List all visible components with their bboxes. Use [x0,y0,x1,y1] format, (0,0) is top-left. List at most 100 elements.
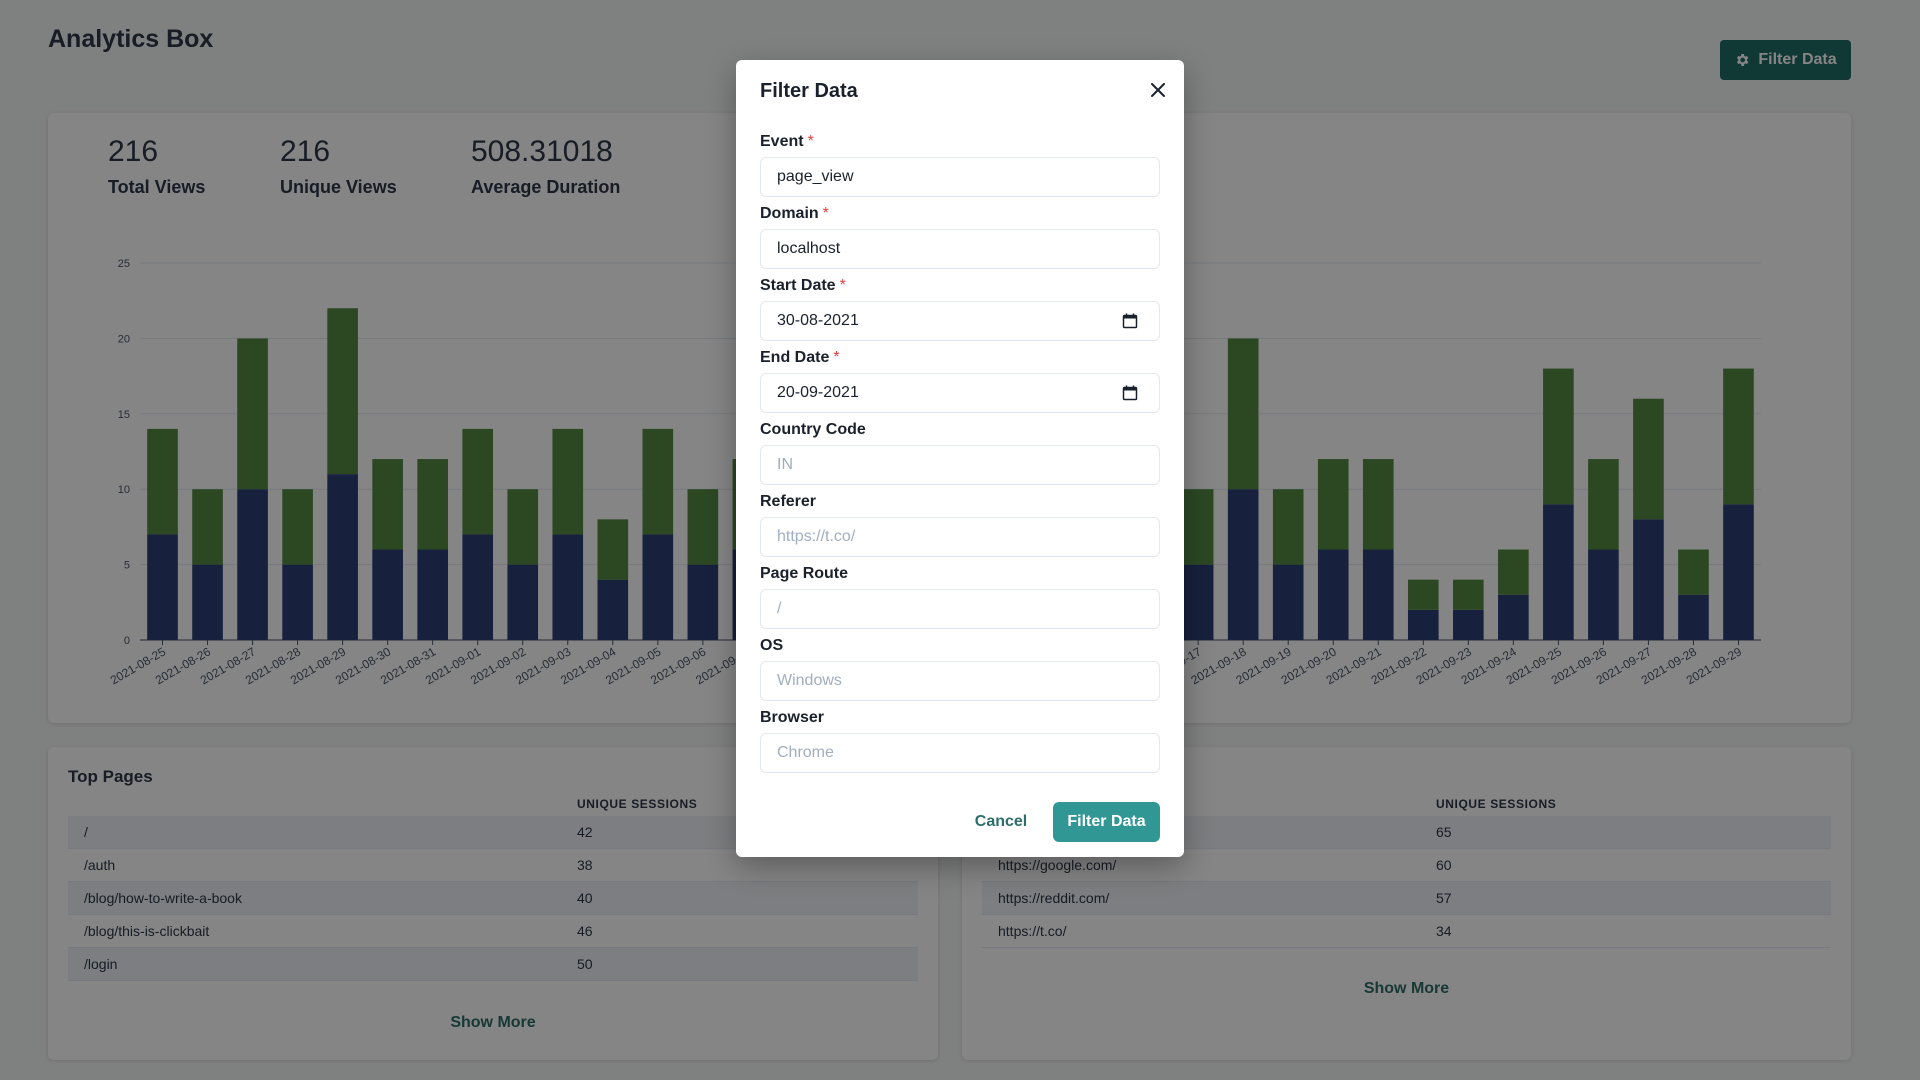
start-date-input[interactable] [760,301,1160,341]
bar-segment-series-1[interactable] [1407,579,1439,610]
bar-segment-series-1[interactable] [417,459,448,550]
bar-segment-series-1[interactable] [1453,579,1484,610]
page-route-input[interactable] [760,589,1160,629]
bar-segment-series-1[interactable] [1633,398,1664,520]
unique-sessions-value: 40 [577,890,593,906]
table-row[interactable]: /auth 38 [68,849,918,882]
bar-segment-series-0[interactable] [597,579,629,640]
table-row[interactable]: /blog/how-to-write-a-book 40 [68,882,918,915]
bar-segment-series-0[interactable] [1543,504,1574,640]
bar-segment-series-1[interactable] [642,428,674,535]
field-label-text: Domain [760,205,819,222]
unique-sessions-header: UNIQUE SESSIONS [1436,797,1557,811]
bar-segment-series-0[interactable] [1182,564,1214,640]
bar-segment-series-0[interactable] [462,534,494,640]
bar-segment-series-1[interactable] [192,489,223,565]
bar-segment-series-0[interactable] [1588,549,1619,640]
domain-input[interactable] [760,229,1160,269]
unique-sessions-value: 34 [1436,923,1452,939]
bar-segment-series-1[interactable] [1317,459,1349,550]
calendar-icon[interactable] [1122,385,1138,401]
bar-segment-series-0[interactable] [372,549,403,640]
top-referers-show-more[interactable]: Show More [1363,980,1450,997]
os-input[interactable] [760,661,1160,701]
bar-segment-series-0[interactable] [1678,594,1709,640]
bar-segment-series-0[interactable] [1362,549,1394,640]
app-title: Analytics Box [48,25,214,53]
event-input[interactable] [760,157,1160,197]
stat-label: Unique Views [280,177,397,197]
unique-sessions-value: 42 [577,824,593,840]
bar-segment-series-1[interactable] [282,489,313,565]
bar-segment-series-0[interactable] [1227,489,1259,640]
gear-icon [1737,54,1749,66]
bar-segment-series-1[interactable] [1362,459,1394,550]
browser-input[interactable] [760,733,1160,773]
bar-segment-series-1[interactable] [372,459,403,550]
close-button[interactable] [1142,74,1174,106]
bar-segment-series-0[interactable] [1453,609,1484,640]
bar-segment-series-1[interactable] [1227,338,1259,490]
y-tick-label: 25 [118,258,130,270]
table-row[interactable]: https://reddit.com/57 [982,882,1831,915]
top-pages-title: Top Pages [68,767,153,786]
bar-segment-series-1[interactable] [687,489,719,565]
bar-segment-series-1[interactable] [552,428,584,535]
bar-segment-series-1[interactable] [1272,489,1304,565]
page-path: /auth [84,857,116,873]
bar-segment-series-1[interactable] [1588,459,1619,550]
field-label: Domain * [760,205,829,223]
filter-data-button[interactable]: Filter Data [1720,40,1851,80]
referer-input[interactable] [760,517,1160,557]
field-label: Country Code [760,421,866,439]
bar-segment-series-1[interactable] [147,428,178,535]
bar-segment-series-0[interactable] [687,564,719,640]
bar-segment-series-1[interactable] [1182,489,1214,565]
bar-segment-series-1[interactable] [1498,549,1529,595]
bar-segment-series-1[interactable] [1678,549,1709,595]
bar-segment-series-0[interactable] [417,549,448,640]
table-row[interactable]: /blog/this-is-clickbait 46 [68,915,918,948]
bar-segment-series-0[interactable] [327,474,358,640]
top-pages-show-more[interactable]: Show More [450,1014,536,1031]
table-row[interactable]: https://t.co/34 [982,915,1831,948]
field-label-text: Event [760,133,804,150]
required-marker: * [839,277,846,294]
bar-segment-series-0[interactable] [237,489,268,640]
bar-segment-series-0[interactable] [1407,609,1439,640]
field-label: Referer [760,493,816,511]
table-row[interactable]: https://google.com/60 [982,849,1831,882]
bar-segment-series-1[interactable] [507,489,539,565]
bar-segment-series-0[interactable] [642,534,674,640]
country-code-input[interactable] [760,445,1160,485]
filter-data-button-label: Filter Data [1758,51,1837,68]
bar-segment-series-0[interactable] [1633,519,1664,640]
referer-url: https://google.com/ [998,857,1117,873]
unique-sessions-value: 65 [1436,824,1452,840]
bar-segment-series-0[interactable] [282,564,313,640]
table-row[interactable]: /login 50 [68,948,918,981]
bar-segment-series-1[interactable] [237,338,268,490]
page-path: / [84,824,88,840]
bar-segment-series-0[interactable] [192,564,223,640]
bar-segment-series-0[interactable] [552,534,584,640]
bar-segment-series-1[interactable] [1723,368,1754,505]
calendar-icon[interactable] [1122,313,1138,329]
bar-segment-series-1[interactable] [462,428,494,535]
field-label-text: Country Code [760,421,866,438]
field-label: Browser [760,709,824,727]
bar-segment-series-0[interactable] [147,534,178,640]
cancel-button[interactable]: Cancel [974,813,1028,830]
bar-segment-series-0[interactable] [1317,549,1349,640]
bar-segment-series-0[interactable] [1272,564,1304,640]
end-date-input[interactable] [760,373,1160,413]
bar-segment-series-1[interactable] [327,308,358,475]
close-icon [1151,83,1165,97]
field-label-text: Start Date [760,277,836,294]
bar-segment-series-1[interactable] [1543,368,1574,505]
submit-filter-button[interactable]: Filter Data [1053,802,1160,842]
bar-segment-series-0[interactable] [1723,504,1754,640]
bar-segment-series-1[interactable] [597,519,629,580]
bar-segment-series-0[interactable] [1498,594,1529,640]
bar-segment-series-0[interactable] [507,564,539,640]
